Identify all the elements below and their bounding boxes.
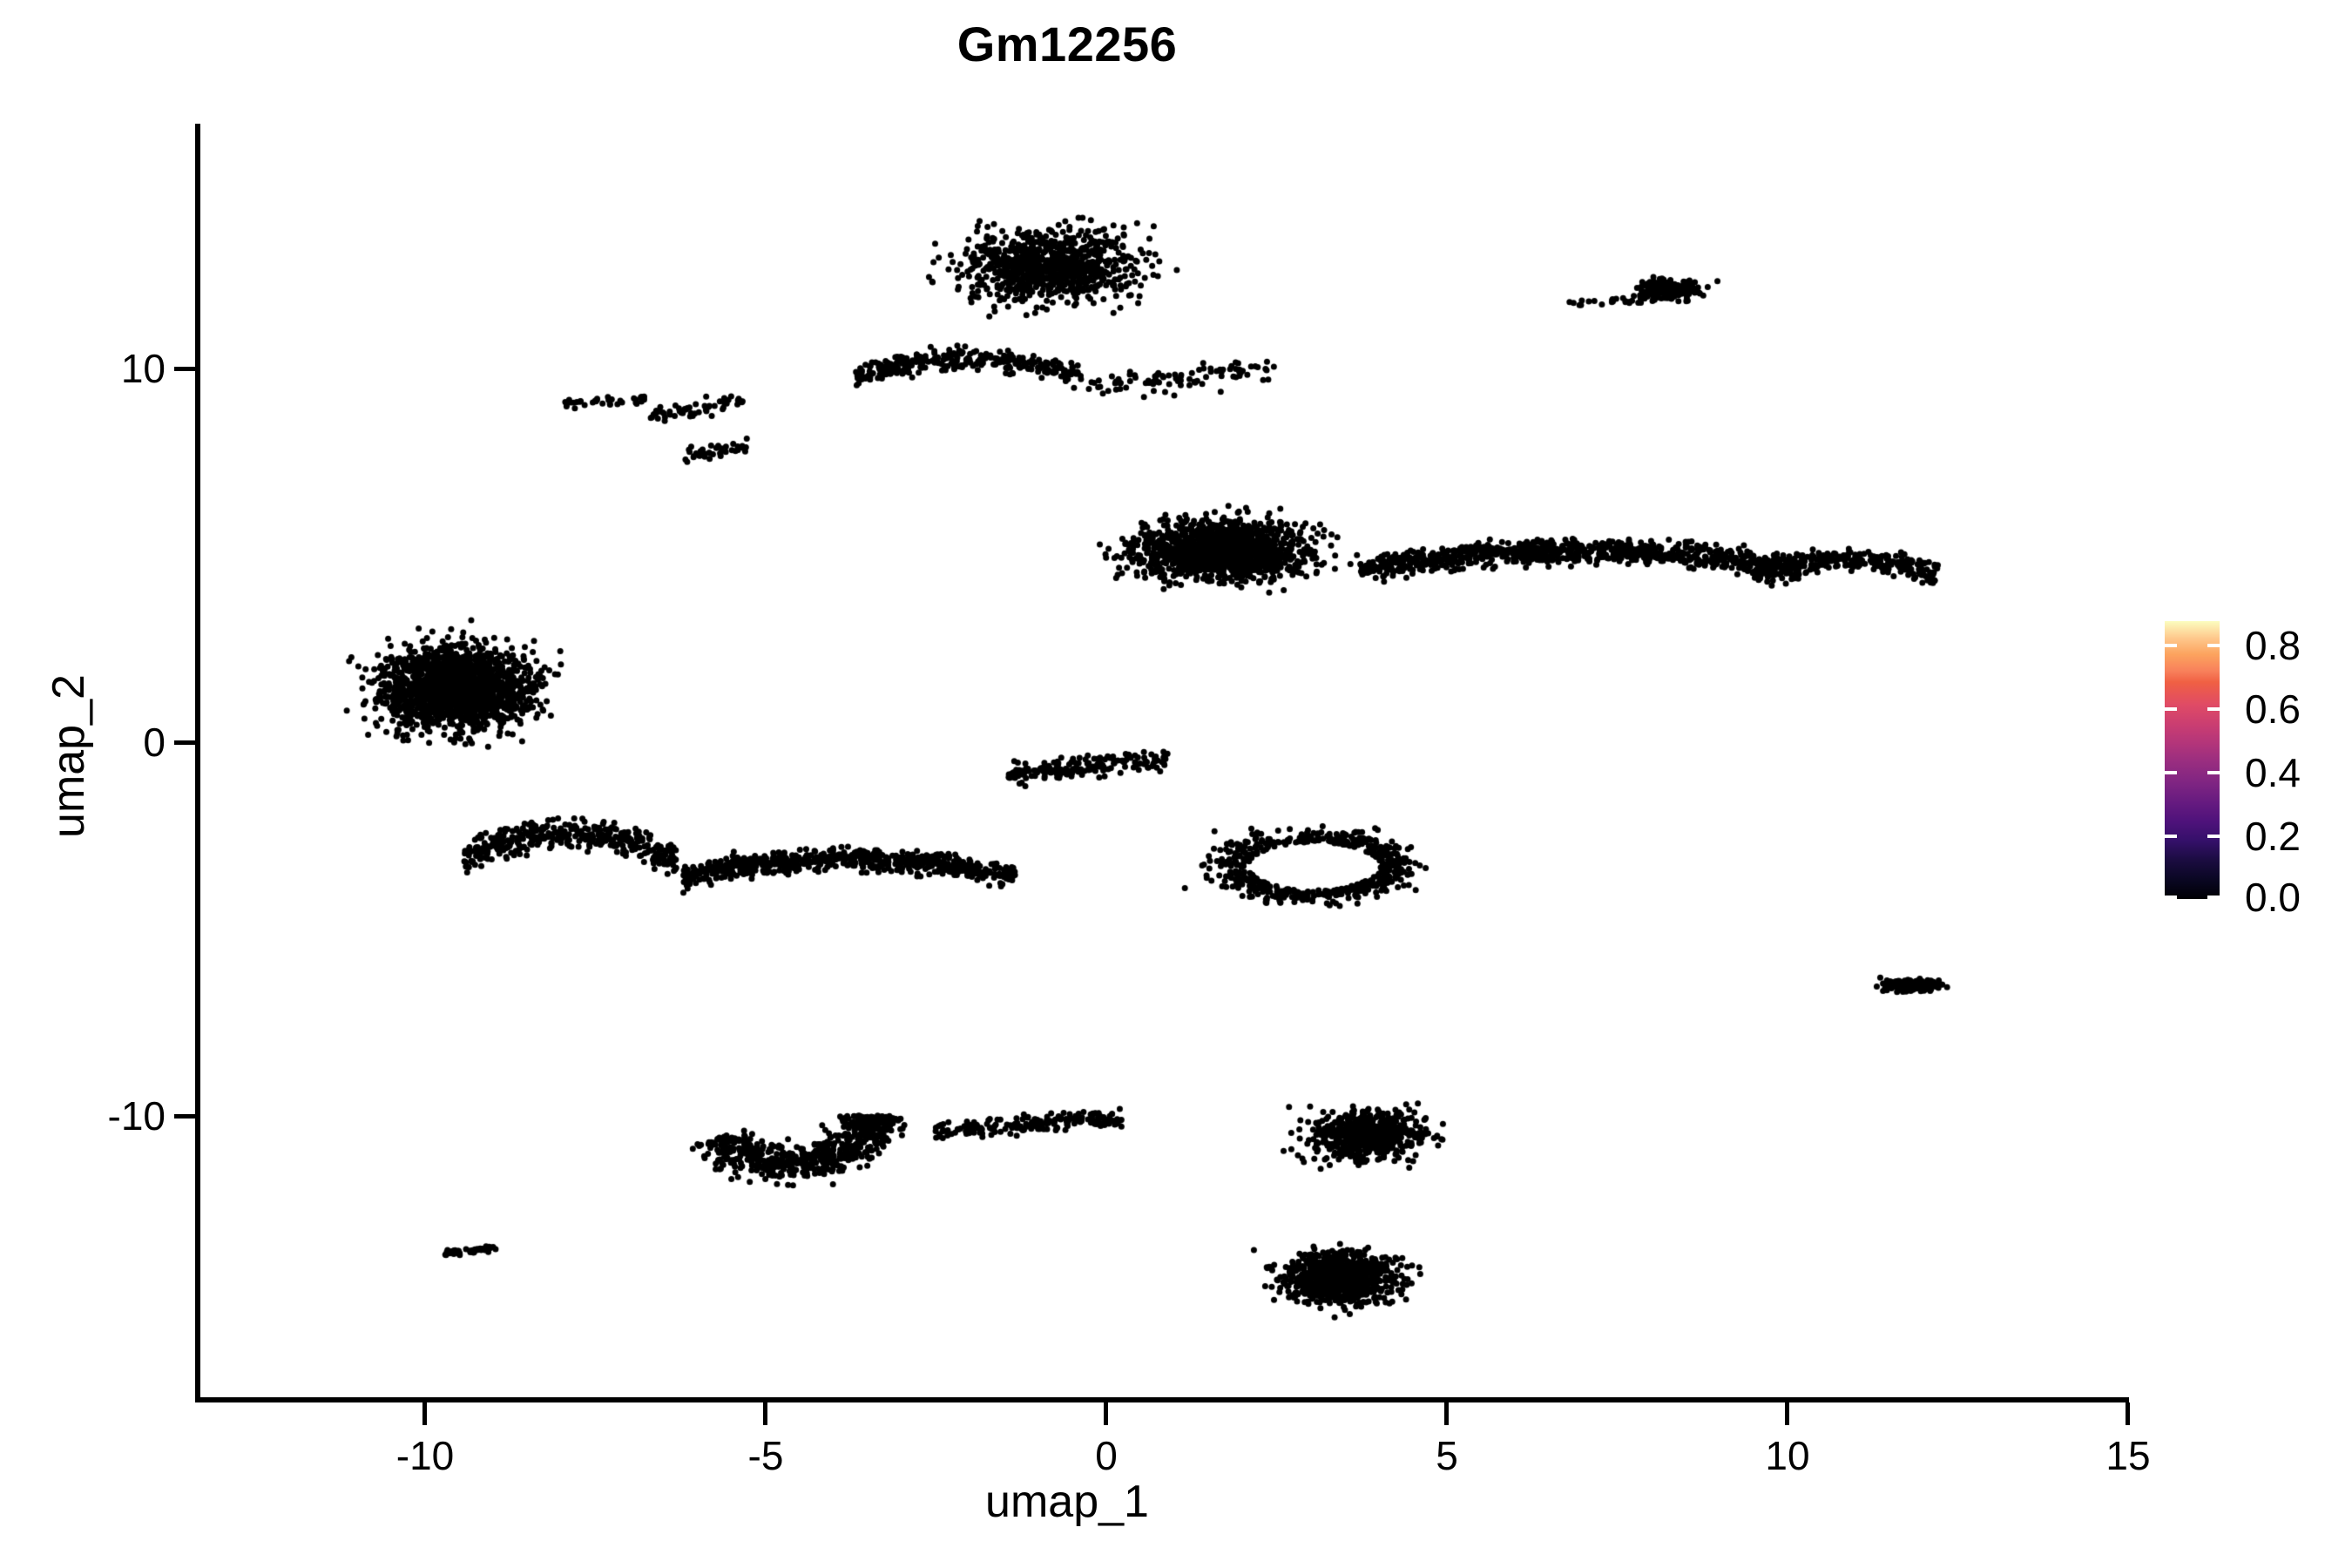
y-axis-tick-10 xyxy=(174,367,197,371)
colorbar-tick-0.4-right xyxy=(2207,771,2220,774)
colorbar-tick-0.0-left xyxy=(2165,896,2177,899)
x-axis-ticklabel-5: 5 xyxy=(1436,1433,1458,1478)
colorbar-gradient xyxy=(2165,621,2220,899)
y-axis-ticklabel-0: 0 xyxy=(143,720,166,765)
scatter-points-canvas xyxy=(199,124,2131,1397)
colorbar-tick-0.2-left xyxy=(2165,835,2177,838)
x-axis-ticklabel-0: 0 xyxy=(1095,1433,1118,1478)
colorbar-tick-0.2-right xyxy=(2207,835,2220,838)
x-axis-tick-10 xyxy=(1785,1402,1789,1425)
colorbar-label-0.4: 0.4 xyxy=(2245,750,2301,795)
x-axis-line xyxy=(195,1397,2129,1402)
x-axis-tick--10 xyxy=(422,1402,427,1425)
x-axis-tick-5 xyxy=(1444,1402,1449,1425)
x-axis-ticklabel--10: -10 xyxy=(395,1433,455,1478)
colorbar-tick-0.6-right xyxy=(2207,707,2220,711)
colorbar-label-0.6: 0.6 xyxy=(2245,686,2301,732)
x-axis-title: umap_1 xyxy=(985,1477,1149,1527)
y-axis-ticklabel--10: -10 xyxy=(107,1093,166,1139)
x-axis-tick-0 xyxy=(1104,1402,1108,1425)
colorbar-tick-0.8-right xyxy=(2207,644,2220,647)
y-axis-line xyxy=(195,124,200,1402)
colorbar-label-0.8: 0.8 xyxy=(2245,623,2301,668)
colorbar-tick-0.0-right xyxy=(2207,896,2220,899)
colorbar-label-0.2: 0.2 xyxy=(2245,814,2301,859)
x-axis-tick-15 xyxy=(2126,1402,2130,1425)
colorbar-tick-0.4-left xyxy=(2165,771,2177,774)
x-axis-ticklabel--5: -5 xyxy=(747,1433,784,1478)
colorbar-label-0.0: 0.0 xyxy=(2245,875,2301,920)
y-axis-tick--10 xyxy=(174,1114,197,1119)
colorbar-tick-0.8-left xyxy=(2165,644,2177,647)
colorbar-legend: 0.8 0.6 0.4 0.2 0.0 xyxy=(2165,621,2339,920)
scatter-plot-area xyxy=(199,124,2131,1397)
x-axis-tick--5 xyxy=(763,1402,767,1425)
y-axis-title: umap_2 xyxy=(44,674,94,838)
x-axis-ticklabel-10: 10 xyxy=(1765,1433,1810,1478)
y-axis-ticklabel-10: 10 xyxy=(120,346,166,391)
page-title: Gm12256 xyxy=(956,17,1178,71)
colorbar-tick-0.6-left xyxy=(2165,707,2177,711)
x-axis-ticklabel-15: 15 xyxy=(2105,1433,2151,1478)
y-axis-tick-0 xyxy=(174,740,197,745)
